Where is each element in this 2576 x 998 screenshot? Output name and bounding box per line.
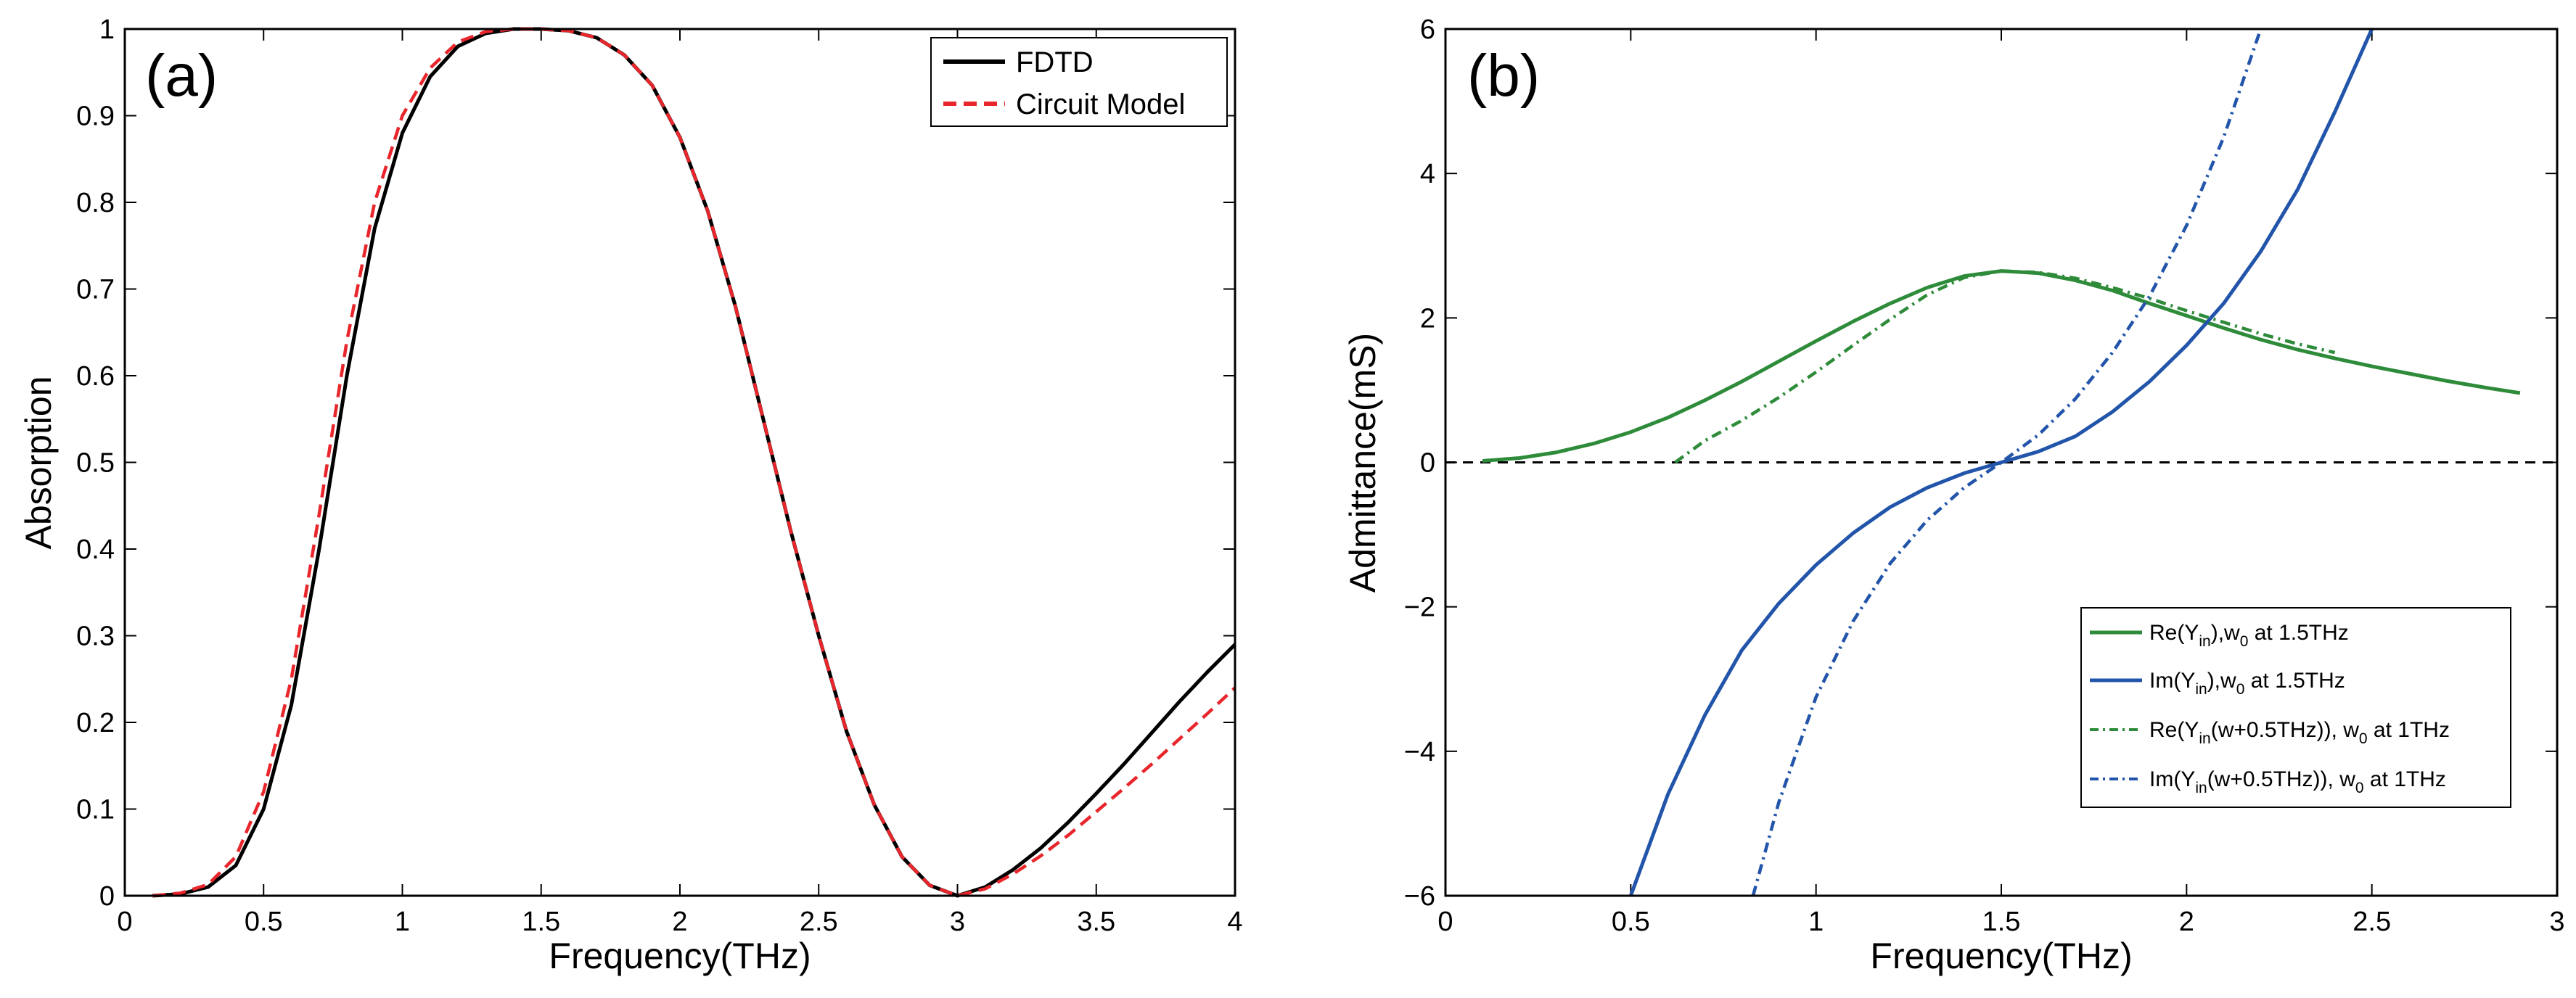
legend-text: at 1THz: [2368, 718, 2450, 742]
panel-b-y-tick-label: −4: [1404, 737, 1435, 767]
panel-b-x-tick-label: 2: [2179, 907, 2194, 937]
panel-a-series-line-1: [152, 27, 1236, 898]
legend-label-im-yin-shift: Im(Yin(w+0.5THz)), w0 at 1THz: [2149, 767, 2446, 796]
legend-text: at 1THz: [2364, 767, 2446, 791]
legend-label-fdtd: FDTD: [1016, 46, 1094, 78]
legend-subscript: 0: [2359, 730, 2368, 747]
panel-a-x-tick-label: 4: [1227, 907, 1242, 937]
legend-text: at 1.5THz: [2248, 621, 2348, 645]
panel-b-series-line-0: [1482, 269, 2521, 463]
panel-a-y-tick-label: 0.1: [76, 795, 115, 825]
panel-a-y-tick-label: 0.2: [76, 708, 115, 738]
panel-a-legend: FDTD Circuit Model: [930, 37, 1228, 127]
panel-b-y-tick-label: 2: [1420, 303, 1435, 334]
legend-subscript: 0: [2355, 780, 2364, 796]
panel-b-x-tick-label: 2.5: [2353, 907, 2391, 937]
panel-a-axes-frame: [123, 28, 1236, 897]
panel-a-x-axis-label: Frequency(THz): [549, 936, 811, 976]
panel-a-x-tick-label: 3.5: [1077, 907, 1115, 937]
panel-b-y-tick-label: 4: [1420, 159, 1435, 189]
legend-text: Re(Y: [2149, 621, 2199, 645]
legend-subscript: in: [2195, 780, 2207, 796]
panel-a-y-axis-label: Absorption: [18, 376, 59, 549]
panel-b-series-line-3: [1751, 28, 2263, 896]
panel-a-ticks: 0 0.5 1 1.5 2 2.5 3 3.5 4 0 0.1 0.2 0.3 0.4 0.5 0.6 0.7 0…: [76, 15, 1242, 937]
panel-a-y-tick-label: 0.7: [76, 275, 115, 305]
panel-a-y-tick-label: 1: [99, 15, 115, 45]
legend-text: ),w: [2207, 669, 2236, 693]
legend-subscript: in: [2199, 730, 2210, 747]
panel-b-y-tick-label: −6: [1404, 881, 1435, 912]
panel-b-x-axis-label: Frequency(THz): [1870, 936, 2132, 976]
panel-b-x-tick-label: 1: [1808, 907, 1824, 937]
panel-b-series-line-1: [1628, 28, 2374, 896]
panel-b-ticks: 0 0.5 1 1.5 2 2.5 3 −6 −4 −2 0 2 4 6: [1404, 15, 2565, 937]
panel-b-x-tick-label: 3: [2549, 907, 2564, 937]
panel-b-x-tick-label: 0: [1437, 907, 1453, 937]
panel-b-x-tick-label: 0.5: [1612, 907, 1650, 937]
panel-b-x-tick-label: 1.5: [1982, 907, 2021, 937]
panel-a-series: [152, 27, 1236, 898]
legend-subscript: 0: [2236, 681, 2245, 698]
panel-b-admittance-chart: 0 0.5 1 1.5 2 2.5 3 −6 −4 −2 0 2 4 6 (b) Frequency(TH…: [1342, 15, 2565, 976]
panel-a-x-tick-label: 1.5: [522, 907, 560, 937]
panel-a-y-tick-label: 0.3: [76, 622, 115, 652]
legend-label-re-yin-1-5: Re(Yin),w0 at 1.5THz: [2149, 621, 2349, 650]
panel-b-label: (b): [1467, 43, 1540, 109]
panel-a-plot-area: [125, 29, 1235, 896]
panel-b-series: [1482, 28, 2521, 896]
legend-text: Im(Y: [2149, 767, 2195, 791]
panel-a-label: (a): [145, 43, 218, 109]
legend-subscript: in: [2199, 633, 2210, 650]
legend-label-im-yin-1-5: Im(Yin),w0 at 1.5THz: [2149, 669, 2345, 698]
panel-b-y-tick-label: 6: [1420, 15, 1435, 45]
panel-b-y-tick-label: −2: [1404, 593, 1435, 623]
panel-a-y-tick-label: 0.4: [76, 535, 115, 565]
legend-label-circuit-model: Circuit Model: [1016, 88, 1185, 120]
legend-label-re-yin-shift: Re(Yin(w+0.5THz)), w0 at 1THz: [2149, 718, 2450, 747]
panel-a-x-tick-label: 2.5: [800, 907, 838, 937]
panel-b-legend: Re(Yin),w0 at 1.5THz Im(Yin),w0 at 1.5TH…: [2080, 607, 2511, 808]
panel-b-y-axis-label: Admittance(mS): [1342, 333, 1383, 593]
legend-text: Re(Y: [2149, 718, 2199, 742]
legend-text: (w+0.5THz)), w: [2207, 767, 2356, 791]
panel-a-x-tick-label: 0: [117, 907, 132, 937]
legend-subscript: in: [2195, 681, 2207, 698]
panel-b-y-tick-label: 0: [1420, 448, 1435, 479]
legend-text: ),w: [2211, 621, 2240, 645]
panel-a-y-tick-label: 0.9: [76, 102, 115, 132]
panel-b-series-line-2: [1674, 269, 2336, 464]
panel-a-y-tick-label: 0.6: [76, 361, 115, 392]
panel-b-legend-box: [2080, 607, 2511, 808]
panel-a-y-tick-label: 0: [99, 881, 115, 912]
legend-text: at 1.5THz: [2244, 669, 2345, 693]
panel-a-x-tick-label: 3: [950, 907, 965, 937]
legend-subscript: 0: [2240, 633, 2249, 650]
panel-a-y-tick-label: 0.5: [76, 448, 115, 479]
panel-a-x-tick-label: 0.5: [245, 907, 283, 937]
panel-a-x-tick-label: 2: [672, 907, 687, 937]
panel-b-axes-frame: [1444, 28, 2559, 897]
panel-a-legend-box: [930, 37, 1228, 127]
panel-a-x-tick-label: 1: [395, 907, 410, 937]
legend-text: Im(Y: [2149, 669, 2195, 693]
panel-a-y-tick-label: 0.8: [76, 188, 115, 218]
legend-text: (w+0.5THz)), w: [2211, 718, 2360, 742]
panel-a-absorption-chart: 0 0.5 1 1.5 2 2.5 3 3.5 4 0 0.1 0.2 0.3 0.4 0.5 0.6 0.7 0…: [18, 15, 1243, 976]
